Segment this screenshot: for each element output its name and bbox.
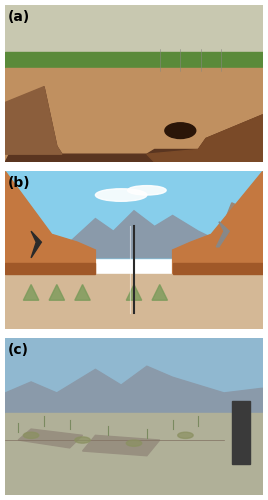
Polygon shape	[23, 284, 39, 300]
Ellipse shape	[95, 188, 147, 202]
Polygon shape	[152, 284, 168, 300]
Ellipse shape	[75, 437, 90, 443]
Polygon shape	[70, 210, 263, 258]
Polygon shape	[216, 203, 263, 258]
Polygon shape	[5, 86, 62, 154]
Polygon shape	[49, 284, 65, 300]
Bar	[5, 414, 263, 495]
Ellipse shape	[178, 432, 193, 438]
Bar	[5, 52, 263, 71]
Polygon shape	[18, 429, 83, 448]
Polygon shape	[5, 262, 95, 274]
Ellipse shape	[126, 440, 142, 446]
Polygon shape	[5, 366, 263, 416]
Polygon shape	[173, 262, 263, 274]
Ellipse shape	[128, 186, 166, 195]
Text: (b): (b)	[8, 176, 31, 190]
Polygon shape	[5, 274, 263, 328]
Polygon shape	[5, 172, 95, 328]
Polygon shape	[173, 172, 263, 328]
Bar	[5, 68, 263, 162]
Text: (a): (a)	[8, 10, 30, 24]
Polygon shape	[5, 86, 263, 162]
Polygon shape	[216, 222, 229, 247]
Bar	[5, 5, 263, 64]
Polygon shape	[75, 284, 90, 300]
Bar	[5, 172, 263, 258]
Polygon shape	[31, 231, 41, 258]
Polygon shape	[147, 115, 263, 162]
Ellipse shape	[165, 123, 196, 138]
Polygon shape	[83, 436, 160, 456]
Bar	[5, 338, 263, 416]
Polygon shape	[232, 401, 250, 464]
Ellipse shape	[23, 432, 39, 438]
Text: (c): (c)	[8, 342, 29, 356]
Polygon shape	[126, 284, 142, 300]
